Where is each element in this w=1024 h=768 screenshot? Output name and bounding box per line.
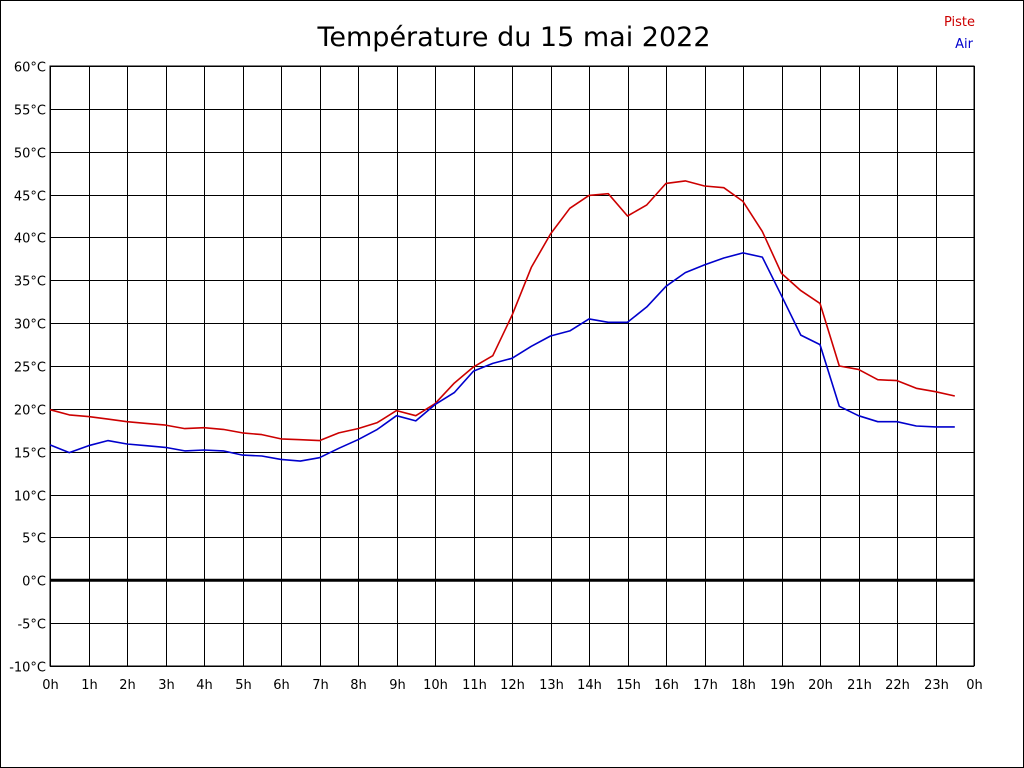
chart-title: Température du 15 mai 2022: [316, 22, 710, 53]
x-tick-label: 7h: [312, 678, 329, 693]
y-tick-label: 0°C: [22, 575, 46, 590]
y-tick-label: 10°C: [14, 490, 46, 505]
x-tick-label: 3h: [158, 678, 175, 693]
y-tick-label: 40°C: [14, 232, 46, 247]
axis-labels: 0h 1h 2h 3h 4h 5h 6h 7h 8h 9h 10h 11h 12h 13h 14h 15h 16…: [9, 61, 983, 694]
y-tick-label: 15°C: [14, 447, 46, 462]
y-tick-label: 30°C: [14, 318, 46, 333]
legend-entry-air: Air: [955, 37, 974, 52]
x-tick-label: 17h: [693, 678, 718, 693]
y-tick-label: 60°C: [14, 61, 46, 76]
legend-entry-piste: Piste: [944, 15, 975, 30]
y-tick-label: 45°C: [14, 190, 46, 205]
x-tick-label: 16h: [654, 678, 679, 693]
x-tick-label: 12h: [500, 678, 525, 693]
x-tick-label: 10h: [423, 678, 448, 693]
x-tick-label: 4h: [196, 678, 213, 693]
y-tick-label: 50°C: [14, 147, 46, 162]
series-line-air: [49, 252, 955, 462]
x-tick-label: 13h: [539, 678, 564, 693]
x-tick-label: 18h: [731, 678, 756, 693]
y-tick-label: 25°C: [14, 361, 46, 376]
x-tick-label: 5h: [235, 678, 252, 693]
y-tick-label: 20°C: [14, 404, 46, 419]
x-tick-label: 15h: [616, 678, 641, 693]
x-tick-label: 20h: [808, 678, 833, 693]
x-tick-label: 0h: [966, 678, 983, 693]
series-lines: [49, 180, 955, 462]
x-tick-label: 9h: [389, 678, 406, 693]
x-tick-label: 22h: [885, 678, 910, 693]
y-tick-label: -10°C: [9, 661, 46, 676]
x-tick-label: 11h: [462, 678, 487, 693]
x-tick-label: 6h: [273, 678, 290, 693]
y-tick-label: -5°C: [17, 618, 46, 633]
series-line-piste: [49, 180, 955, 442]
y-tick-label: 35°C: [14, 275, 46, 290]
grid: [49, 65, 975, 667]
x-tick-label: 8h: [350, 678, 367, 693]
y-tick-label: 55°C: [14, 104, 46, 119]
y-tick-label: 5°C: [22, 532, 46, 547]
x-tick-label: 14h: [577, 678, 602, 693]
x-tick-label: 2h: [119, 678, 136, 693]
legend: Piste Air: [944, 15, 975, 52]
x-tick-label: 23h: [924, 678, 949, 693]
x-tick-label: 0h: [42, 678, 59, 693]
x-tick-label: 1h: [81, 678, 98, 693]
x-tick-label: 21h: [847, 678, 872, 693]
x-tick-label: 19h: [770, 678, 795, 693]
